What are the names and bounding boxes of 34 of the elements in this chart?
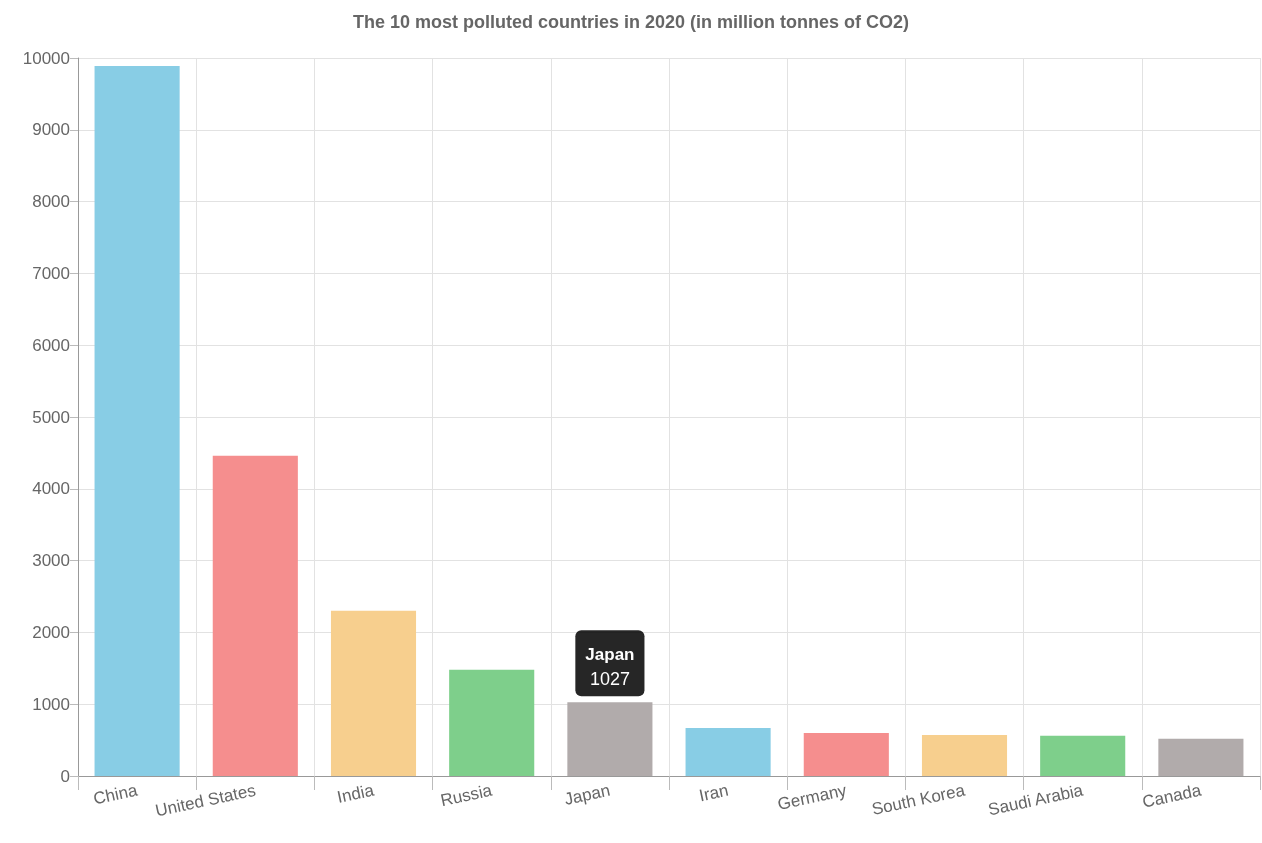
y-tick-label: 3000 [32, 551, 70, 571]
y-tick-label: 6000 [32, 335, 70, 355]
x-tick-label: China [91, 780, 140, 809]
x-tick-label: Germany [775, 780, 849, 814]
x-tick-label: Canada [1140, 780, 1204, 812]
x-tick-label: South Korea [870, 780, 968, 819]
x-tick-label: Saudi Arabia [986, 780, 1086, 820]
y-tick-label: 10000 [22, 48, 70, 68]
bar [212, 455, 298, 776]
bar [921, 735, 1008, 776]
bar [803, 732, 889, 776]
y-tick-label: 5000 [32, 407, 70, 427]
y-tick-label: 0 [60, 766, 70, 786]
bar [330, 610, 417, 776]
x-tick-label: India [335, 780, 376, 807]
y-tick-label: 8000 [32, 192, 70, 212]
chart-title: The 10 most polluted countries in 2020 (in million tonnes of CO2) [352, 12, 910, 32]
x-tick-label: United States [153, 780, 258, 821]
bar [1040, 735, 1126, 776]
bar [1158, 738, 1244, 776]
data-label: 1027 [589, 669, 630, 690]
x-tick-label: Iran [697, 780, 731, 806]
y-tick-label: 1000 [32, 694, 70, 714]
y-tick-label: 4000 [32, 479, 70, 499]
category-label: Japan [585, 644, 635, 664]
y-tick-label: 2000 [32, 622, 70, 642]
x-tick-label: Russia [438, 780, 495, 811]
y-tick-label: 9000 [32, 120, 70, 140]
bar [449, 669, 535, 776]
bar [94, 65, 180, 776]
y-tick-label: 7000 [32, 263, 70, 283]
x-tick-label: Japan [562, 780, 612, 809]
bar [685, 727, 771, 776]
bar [567, 702, 653, 776]
